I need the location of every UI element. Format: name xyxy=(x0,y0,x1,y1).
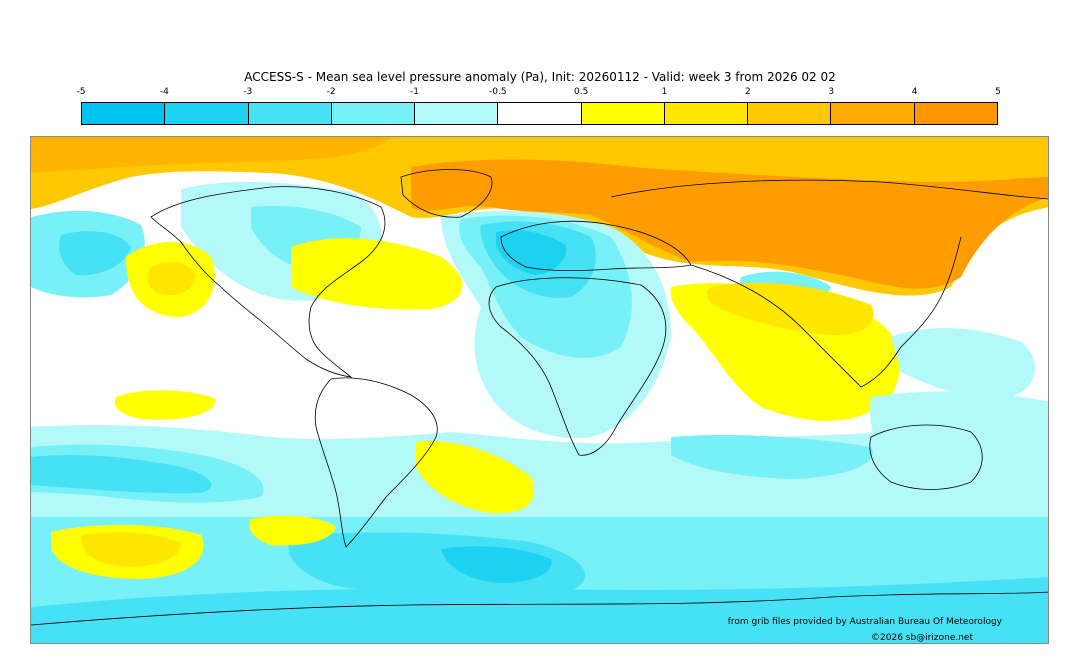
map-title: ACCESS-S - Mean sea level pressure anoma… xyxy=(244,70,836,84)
anomaly-spacific-pos-2 xyxy=(249,515,336,546)
coastlines xyxy=(31,169,1048,626)
colorbar-segment xyxy=(748,103,832,124)
anomaly-north-core-2 xyxy=(31,137,391,173)
colorbar-tick-label: 3 xyxy=(828,87,835,97)
anomaly-indian-neg xyxy=(671,435,873,479)
colorbar-segment xyxy=(831,103,915,124)
anomaly-aus-neg xyxy=(870,391,1048,499)
coast-asia xyxy=(610,179,1048,388)
colorbar-segment xyxy=(415,103,499,124)
colorbar-segment xyxy=(581,103,665,124)
colorbar-tick-label: -0.5 xyxy=(489,87,507,97)
colorbar-tick-label: 1 xyxy=(661,87,668,97)
colorbar-segment xyxy=(914,103,997,124)
colorbar-segment xyxy=(82,103,166,124)
anomaly-nepacific-pos-core xyxy=(147,261,196,296)
anomaly-satlantic-pos xyxy=(416,441,535,514)
coast-north-america xyxy=(150,186,386,378)
colorbar-segment xyxy=(498,103,582,124)
source-credit: from grib files provided by Australian B… xyxy=(727,617,1002,627)
world-map xyxy=(30,136,1049,644)
colorbar-tick-label: 0.5 xyxy=(574,87,589,97)
colorbar xyxy=(81,102,998,125)
anomaly-south-band-high xyxy=(31,455,212,494)
colorbar-tick-label: 5 xyxy=(995,87,1001,97)
colorbar-tick-label: -5 xyxy=(76,87,86,97)
anomaly-tpacific-pos xyxy=(114,390,216,420)
anomaly-atlantic-pos xyxy=(291,238,463,310)
colorbar-tick-label: -4 xyxy=(159,87,169,97)
colorbar-tick-label: 2 xyxy=(745,87,751,97)
anomaly-europe-neg-core xyxy=(496,230,567,275)
colorbar-segment xyxy=(664,103,749,124)
colorbar-tick-label: -1 xyxy=(409,87,419,97)
colorbar-segment xyxy=(331,103,416,124)
colorbar-segment xyxy=(248,103,332,124)
coast-antarctica xyxy=(31,591,1048,626)
anomaly-wpacific-neg xyxy=(891,327,1035,398)
coast-europe xyxy=(500,220,692,272)
anomaly-south-ocean-core xyxy=(441,546,552,583)
colorbar-segment xyxy=(165,103,249,124)
colorbar-tick-label: 4 xyxy=(911,87,918,97)
anomaly-north-core xyxy=(411,159,1048,289)
anomaly-sasia-pos-core xyxy=(706,282,874,336)
colorbar-tick-label: -2 xyxy=(326,87,336,97)
coast-south-america xyxy=(314,377,438,548)
anomaly-npacific-neg-core xyxy=(59,231,131,276)
anomaly-antarctic xyxy=(31,577,1048,643)
coast-africa xyxy=(488,277,667,456)
coast-greenland xyxy=(400,169,493,218)
anomaly-spacific-pos-core xyxy=(81,532,181,567)
copyright-credit: ©2026 sb@irizone.net xyxy=(871,633,973,643)
coast-australia xyxy=(869,424,983,490)
colorbar-tick-label: -3 xyxy=(243,87,253,97)
